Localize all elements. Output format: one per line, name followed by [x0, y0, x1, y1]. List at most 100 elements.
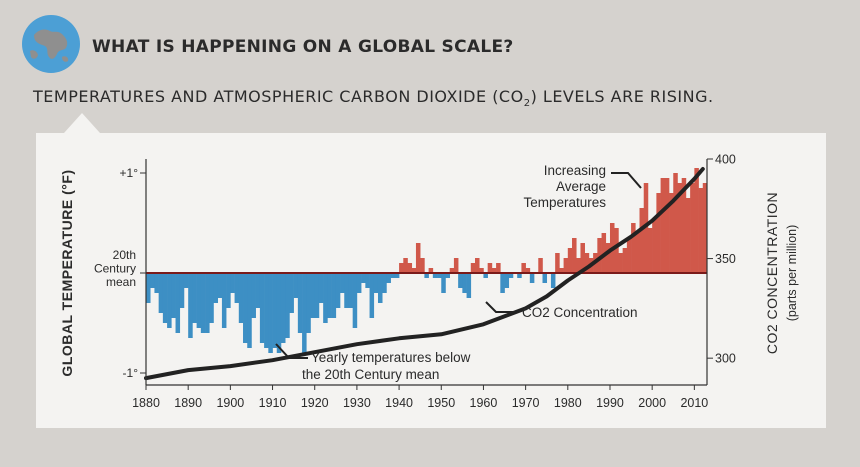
- temperature-bar: [226, 273, 231, 308]
- temperature-bar: [487, 263, 493, 273]
- temperature-bar: [390, 273, 396, 278]
- temperature-bar: [647, 228, 653, 273]
- temperature-bar: [352, 273, 358, 328]
- x-tick-label: 1880: [132, 396, 160, 410]
- temperature-bar: [525, 268, 531, 273]
- temperature-bar: [626, 238, 632, 273]
- temperature-bar: [694, 168, 699, 273]
- x-tick-label: 1990: [596, 396, 624, 410]
- temperature-bar: [567, 248, 573, 273]
- temperature-bar: [643, 183, 649, 273]
- temperature-bar: [146, 273, 151, 303]
- x-tick-label: 1910: [259, 396, 287, 410]
- temperature-bar: [285, 273, 290, 338]
- temperature-bar: [576, 258, 581, 273]
- temperature-bar: [555, 253, 560, 273]
- temperature-bar: [449, 268, 455, 273]
- y2-tick-label: 400: [715, 153, 736, 167]
- temperature-bar: [618, 253, 623, 273]
- temperature-bar: [167, 273, 172, 328]
- temperature-bar: [234, 273, 240, 303]
- baseline-label: mean: [106, 275, 136, 289]
- x-tick-label: 1920: [301, 396, 329, 410]
- temperature-bar: [251, 273, 256, 318]
- temperature-bar: [183, 273, 189, 288]
- temperature-bar: [230, 273, 235, 293]
- temperature-bar: [677, 183, 682, 273]
- annotation-below-mean: Yearly temperatures below: [311, 350, 471, 365]
- temperature-bar: [209, 273, 214, 323]
- temperature-bar: [702, 183, 708, 273]
- temperature-bar: [272, 273, 278, 348]
- temperature-bar: [179, 273, 185, 308]
- temperature-bar: [563, 258, 569, 273]
- temperature-bar: [399, 263, 404, 273]
- annotation-below-mean: the 20th Century mean: [302, 367, 439, 382]
- temperature-bar: [386, 273, 391, 283]
- temperature-bar: [664, 178, 670, 273]
- y-axis-title: GLOBAL TEMPERATURE (°F): [59, 169, 75, 376]
- temperature-bar: [475, 258, 480, 273]
- temperature-bar: [150, 273, 155, 288]
- temperature-bar: [466, 273, 472, 298]
- temperature-bar: [491, 268, 497, 273]
- x-tick-label: 2010: [680, 396, 708, 410]
- temperature-bar: [369, 273, 375, 318]
- temperature-bar: [403, 258, 408, 273]
- x-tick-label: 1890: [174, 396, 202, 410]
- temperature-bar: [479, 268, 484, 273]
- temperature-bar: [517, 273, 522, 278]
- annotation-pointer: [611, 172, 642, 189]
- temperature-bar: [331, 273, 337, 318]
- temperature-bar: [259, 273, 265, 343]
- temperature-bar: [310, 273, 316, 318]
- temperature-bar: [437, 273, 442, 278]
- temperature-bar: [293, 273, 299, 298]
- subtitle-text-end: ) LEVELS ARE RISING.: [530, 87, 714, 106]
- temperature-bar: [264, 273, 269, 348]
- temperature-bar: [365, 273, 370, 288]
- temperature-bar: [268, 273, 273, 353]
- temperature-bar: [445, 273, 450, 278]
- temperature-bar: [361, 273, 366, 283]
- temperature-bar: [550, 273, 556, 288]
- temperature-bar: [631, 223, 636, 273]
- baseline-label: 20th: [113, 248, 136, 262]
- temperature-bar: [221, 273, 227, 328]
- temperature-bar: [243, 273, 248, 343]
- panel-pointer: [64, 113, 100, 133]
- temperature-bar: [340, 273, 345, 293]
- temperature-bar: [407, 263, 413, 273]
- temperature-bar: [323, 273, 328, 323]
- temperature-bar: [255, 273, 261, 308]
- temperature-bar: [171, 273, 176, 318]
- temperature-bar: [521, 263, 526, 273]
- temperature-bar: [681, 178, 687, 273]
- temperature-bar: [660, 178, 666, 273]
- x-tick-label: 1930: [343, 396, 371, 410]
- temperature-bar: [483, 273, 488, 278]
- temperature-bar: [382, 273, 387, 293]
- temperature-bar: [238, 273, 244, 323]
- temperature-bar: [614, 228, 619, 273]
- temperature-bar: [394, 273, 400, 278]
- x-tick-label: 1950: [427, 396, 455, 410]
- x-tick-label: 1970: [512, 396, 540, 410]
- temperature-bar: [508, 273, 514, 278]
- annotation-pointer: [485, 301, 518, 313]
- temperature-bar: [297, 273, 303, 333]
- x-tick-label: 1940: [385, 396, 413, 410]
- temperature-bar: [424, 273, 429, 278]
- temperature-bar: [158, 273, 164, 313]
- temperature-bar: [580, 243, 585, 273]
- annotation-increasing-temps: Average: [556, 179, 606, 194]
- temperature-bar: [597, 238, 602, 273]
- temperature-bar: [188, 273, 193, 338]
- temperature-bar: [344, 273, 349, 308]
- temperature-bar: [538, 258, 543, 273]
- page-title: WHAT IS HAPPENING ON A GLOBAL SCALE?: [92, 37, 514, 57]
- temperature-bar: [314, 273, 320, 318]
- temperature-bar: [453, 258, 459, 273]
- temperature-bar: [306, 273, 311, 333]
- temperature-bar: [559, 268, 564, 273]
